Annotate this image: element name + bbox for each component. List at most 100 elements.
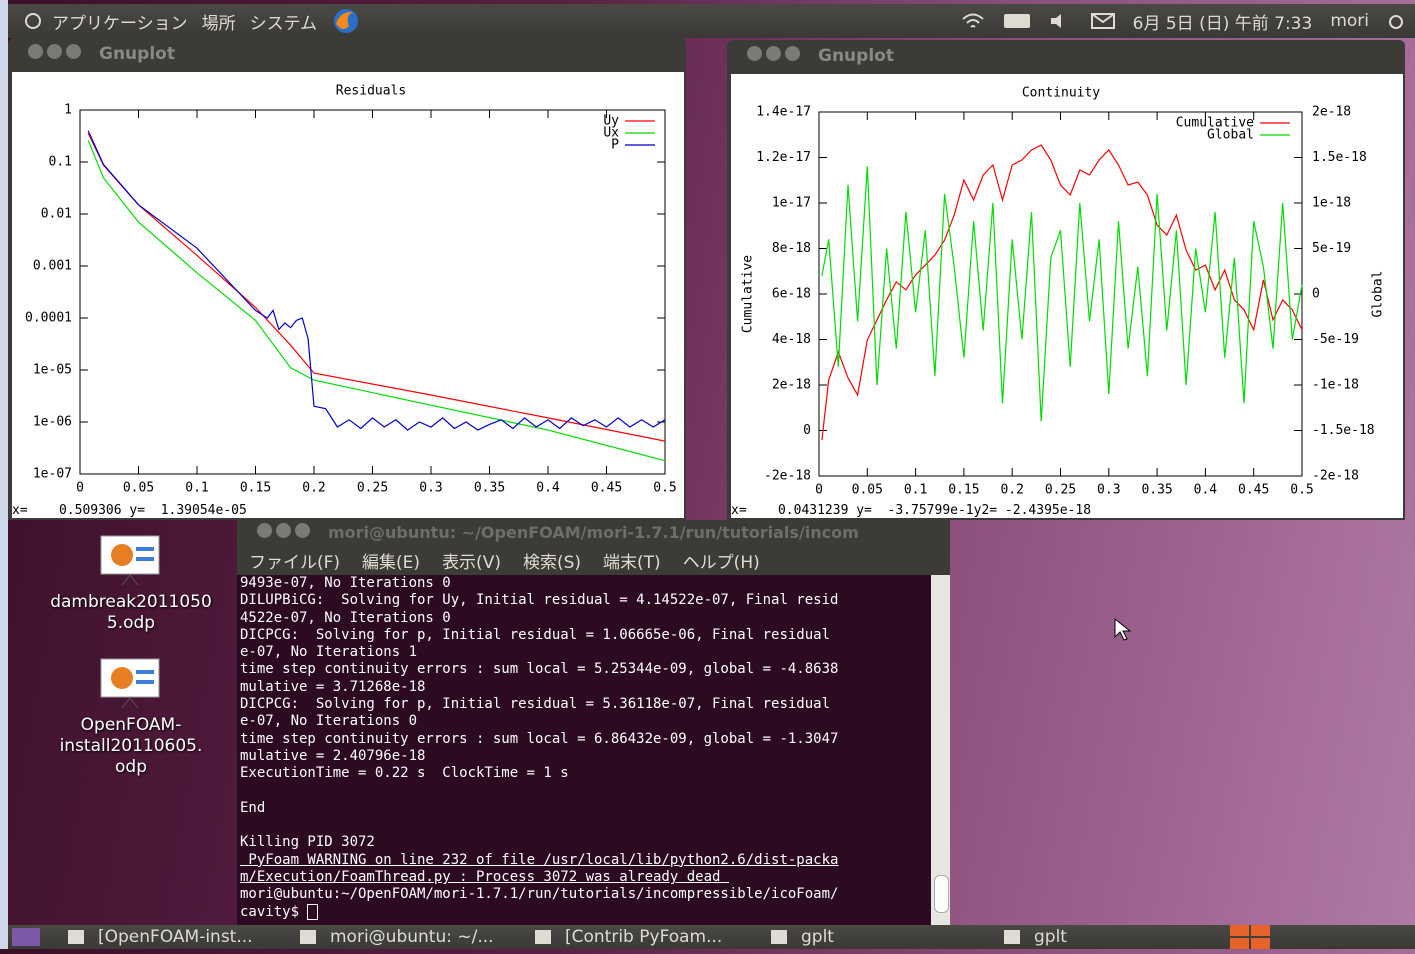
y-tick-label: 1e-17 bbox=[772, 196, 811, 211]
workspace-active[interactable] bbox=[1230, 925, 1270, 949]
y-axis-label: Cumulative bbox=[741, 255, 756, 333]
task-button[interactable]: gplt bbox=[1004, 925, 1067, 949]
maximize-button[interactable] bbox=[785, 46, 800, 61]
power-icon[interactable] bbox=[1387, 12, 1405, 30]
task-button[interactable]: [Contrib PyFoam... bbox=[535, 925, 722, 949]
y-tick-label: 0.001 bbox=[33, 259, 72, 274]
menu-system[interactable]: システム bbox=[250, 9, 318, 34]
output-block: 9493e-07, No Iterations 0DILUPBiCG: Solv… bbox=[240, 575, 931, 783]
close-button[interactable] bbox=[257, 523, 272, 538]
output-block: Killing PID 3072 PyFoam WARNING on line … bbox=[240, 834, 931, 920]
top-panel: アプリケーション 場所 システム 6月 5日 (日) 午前 7:33 mori bbox=[8, 4, 1415, 38]
output-line: mulative = 3.71268e-18 bbox=[240, 679, 931, 696]
x-tick-label: 0.2 bbox=[302, 481, 325, 496]
menu-item[interactable]: 表示(V) bbox=[442, 548, 501, 573]
window-buttons bbox=[743, 46, 800, 66]
series-line bbox=[88, 140, 665, 460]
title-bar: mori@ubuntu: ~/OpenFOAM/mori-1.7.1/run/t… bbox=[237, 520, 950, 545]
output-line: ExecutionTime = 0.22 s ClockTime = 1 s bbox=[240, 765, 931, 782]
y-tick-label: 1 bbox=[64, 103, 72, 118]
chart: Residuals10.10.010.0010.00011e-051e-061e… bbox=[12, 72, 684, 505]
status-bar: x= 0.0431239 y= -3.75799e-1y2= -2.4395e-… bbox=[731, 503, 1091, 518]
task-icon bbox=[68, 930, 84, 944]
menu-bar: ファイル(F) 編集(E) 表示(V) 検索(S) 端末(T) ヘルプ(H) bbox=[237, 545, 950, 575]
output-line: 4522e-07, No Iterations 0 bbox=[240, 610, 931, 627]
workspace-switcher[interactable] bbox=[1230, 925, 1270, 954]
task-button[interactable]: [OpenFOAM-inst... bbox=[68, 925, 253, 949]
task-button[interactable]: gplt bbox=[771, 925, 834, 949]
show-desktop[interactable] bbox=[12, 928, 40, 946]
clock[interactable]: 6月 5日 (日) 午前 7:33 bbox=[1133, 9, 1313, 34]
minimize-button[interactable] bbox=[47, 44, 62, 59]
legend-label: P bbox=[611, 138, 619, 153]
x-tick-label: 0.4 bbox=[1194, 483, 1218, 498]
wifi-icon[interactable] bbox=[961, 11, 985, 31]
output-line: mori@ubuntu:~/OpenFOAM/mori-1.7.1/run/tu… bbox=[240, 886, 931, 903]
volume-icon[interactable] bbox=[1049, 12, 1073, 30]
x-tick-label: 0 bbox=[815, 483, 823, 498]
series-line bbox=[822, 167, 1302, 422]
minimize-button[interactable] bbox=[766, 46, 781, 61]
keyboard-icon[interactable] bbox=[1003, 12, 1031, 30]
minimize-button[interactable] bbox=[276, 523, 291, 538]
output-line: e-07, No Iterations 1 bbox=[240, 644, 931, 661]
icon-label[interactable]: OpenFOAM-install20110605.odp bbox=[41, 715, 221, 778]
close-button[interactable] bbox=[28, 44, 43, 59]
y2-tick-label: 1e-18 bbox=[1312, 196, 1351, 211]
x-tick-label: 0.4 bbox=[536, 481, 560, 496]
mail-icon[interactable] bbox=[1091, 12, 1115, 30]
menu-applications[interactable]: アプリケーション bbox=[52, 9, 188, 34]
task-button[interactable]: mori@ubuntu: ~/... bbox=[300, 925, 494, 949]
window-title: Gnuplot bbox=[99, 44, 175, 64]
x-tick-label: 0.05 bbox=[123, 481, 154, 496]
task-icon bbox=[535, 930, 551, 944]
icon-image bbox=[100, 658, 162, 710]
scrollbar-thumb[interactable] bbox=[934, 875, 949, 913]
menu-item[interactable]: 編集(E) bbox=[362, 548, 420, 573]
icon-image bbox=[100, 535, 162, 587]
firefox-launcher[interactable] bbox=[331, 6, 361, 36]
task-icon bbox=[771, 930, 787, 944]
x-tick-label: 0.3 bbox=[1097, 483, 1120, 498]
x-tick-label: 0.35 bbox=[1141, 483, 1172, 498]
window-buttons bbox=[24, 44, 81, 64]
output-line: time step continuity errors : sum local … bbox=[240, 731, 931, 748]
y-tick-label: 1e-07 bbox=[33, 467, 72, 482]
x-tick-label: 0.15 bbox=[240, 481, 271, 496]
menu-item[interactable]: ヘルプ(H) bbox=[683, 548, 760, 573]
y2-tick-label: -5e-19 bbox=[1312, 332, 1359, 347]
task-label: [OpenFOAM-inst... bbox=[98, 927, 253, 947]
desktop-icon[interactable] bbox=[100, 535, 162, 591]
scrollbar[interactable] bbox=[931, 575, 950, 925]
x-tick-label: 0.2 bbox=[1000, 483, 1023, 498]
desktop-icon[interactable] bbox=[100, 658, 162, 714]
ubuntu-logo[interactable] bbox=[22, 10, 44, 32]
menu-item[interactable]: ファイル(F) bbox=[249, 548, 340, 573]
chart-title: Continuity bbox=[1022, 86, 1100, 101]
menu-places[interactable]: 場所 bbox=[202, 9, 236, 34]
menu-item[interactable]: 検索(S) bbox=[523, 548, 581, 573]
output-line: m/Execution/FoamThread.py : Process 3072… bbox=[240, 869, 931, 886]
cursor bbox=[307, 904, 318, 920]
user-menu[interactable]: mori bbox=[1330, 11, 1369, 31]
task-label: gplt bbox=[1034, 927, 1067, 947]
title-bar: Gnuplot bbox=[727, 40, 1405, 72]
y-tick-label: 1e-06 bbox=[33, 415, 72, 430]
label-line: 5.odp bbox=[41, 613, 221, 634]
y-tick-label: 1.2e-17 bbox=[756, 150, 811, 165]
y-tick-label: 0 bbox=[803, 423, 811, 438]
maximize-button[interactable] bbox=[295, 523, 310, 538]
output-line: cavity$ bbox=[240, 904, 931, 921]
task-icon bbox=[300, 930, 316, 944]
y-tick-label: 0.0001 bbox=[25, 311, 72, 326]
x-tick-label: 0.25 bbox=[357, 481, 388, 496]
output-line: End bbox=[240, 800, 931, 817]
maximize-button[interactable] bbox=[66, 44, 81, 59]
close-button[interactable] bbox=[747, 46, 762, 61]
menu-item[interactable]: 端末(T) bbox=[603, 548, 661, 573]
x-tick-label: 0.35 bbox=[474, 481, 505, 496]
label-line: dambreak2011050 bbox=[41, 592, 221, 613]
